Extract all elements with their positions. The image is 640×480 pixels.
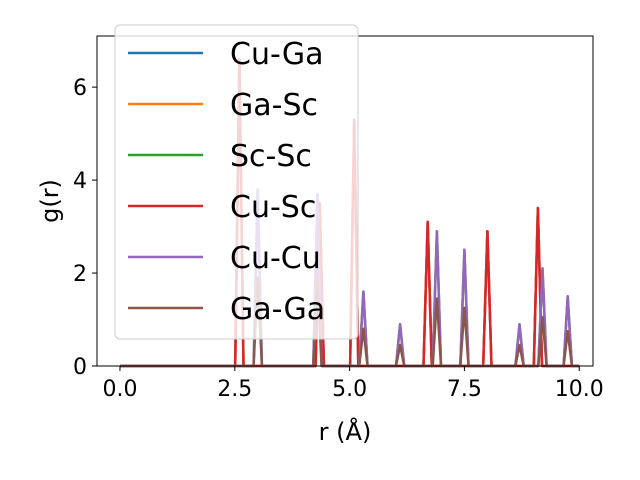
legend-entry: Ga-Sc [230,88,318,123]
legend-entry: Sc-Sc [230,139,312,174]
x-tick-label: 10.0 [555,377,604,402]
y-axis: 0 2 4 6 [73,76,97,380]
x-tick-label: 7.5 [447,377,482,402]
y-tick-label: 0 [73,355,87,380]
legend-entry: Cu-Sc [230,190,316,225]
legend-entry: Ga-Ga [230,292,325,327]
x-tick-label: 5.0 [332,377,367,402]
y-tick-label: 6 [73,76,87,101]
legend-entry: Cu-Cu [230,241,321,276]
legend-entry: Cu-Ga [230,37,324,72]
y-tick-label: 2 [73,262,87,287]
y-axis-label: g(r) [36,179,64,223]
legend: Cu-Ga Ga-Sc Sc-Sc Cu-Sc Cu-Cu Ga-Ga [114,24,359,340]
x-axis-label: r (Å) [319,417,372,446]
x-tick-label: 2.5 [217,377,252,402]
x-tick-label: 0.0 [102,377,137,402]
x-axis: 0.0 2.5 5.0 7.5 10.0 [102,366,604,402]
y-tick-label: 4 [73,169,87,194]
